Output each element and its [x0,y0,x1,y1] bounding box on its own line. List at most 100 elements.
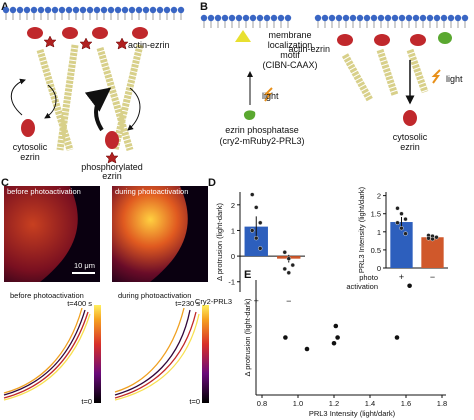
panel-label: E [244,269,251,281]
lipid-head [128,6,136,14]
panel-label: B [200,1,208,13]
data-point [254,235,259,241]
x-tick-label: 1.8 [437,399,447,408]
lipid-head [51,6,59,14]
row-label: Cry2-PRL3 [195,297,232,306]
data-point [258,220,263,225]
label: ezrin [102,171,122,181]
lipid-head [377,14,385,22]
arrow [11,78,26,116]
lipid-head [405,14,413,22]
label: actin-ezrin [128,40,170,50]
lipid-head [419,14,427,22]
lipid-head [9,6,17,14]
x-tick-label: 0.8 [257,399,267,408]
x-axis-label: PRL3 Intensity (light/dark) [309,409,396,418]
actin-filament [36,44,144,152]
image-label: during photoactivation [115,187,188,196]
lipid-head [447,14,455,22]
data-point [282,266,287,272]
data-point [395,206,400,211]
category-label: − [430,272,435,282]
lipid-head [170,6,178,14]
micrograph-background [150,186,208,282]
edge-traces [3,307,200,401]
panel-label: C [1,177,9,189]
label: phosphorylated [81,162,143,172]
lipid-head [72,6,80,14]
lipid-head [433,14,441,22]
lipid-head [426,14,434,22]
label: cytosolic [13,142,48,152]
lipid-head [65,6,73,14]
x-tick-label: 1.6 [401,399,411,408]
lipid-head [149,6,157,14]
data-point [250,192,255,197]
lipid-head [30,6,38,14]
scatter-point [304,346,310,352]
cry2 [438,32,452,44]
lipid-head [391,14,399,22]
data-point [254,205,259,210]
data-point [403,231,408,236]
label: cytosolic [393,132,428,142]
lipid-head [207,14,215,22]
lipid-head [384,14,392,22]
data-point [434,235,439,240]
lipid-head [214,14,222,22]
trace-label: before photoactivation [10,291,84,300]
scale-label: 10 μm [74,261,95,270]
light-bolt [431,69,441,84]
data-point [282,250,287,255]
lipid-head [321,14,329,22]
lipid-head [23,6,31,14]
label: motif [280,50,300,60]
y-tick-label: 1 [231,226,235,235]
data-point [290,262,295,268]
bar [421,237,444,268]
lipid-head [398,14,406,22]
label: ezrin [400,142,420,152]
lipid-head [228,14,236,22]
arrow [44,84,57,119]
lipid-head [86,6,94,14]
light-bolt [263,87,273,102]
y-tick-label: 1 [377,228,381,237]
lipid-head [163,6,171,14]
lipid-head [44,6,52,14]
row-label: photo [359,273,378,282]
lipid-head [114,6,122,14]
cibn [235,30,251,42]
data-point [286,270,291,275]
row-label: activation [346,282,378,291]
lipid-head [235,14,243,22]
lipid-head [342,14,350,22]
lipid-head [454,14,462,22]
lipid-head [93,6,101,14]
x-tick-label: 1.2 [329,399,339,408]
data-point [395,220,400,225]
y-tick-label: 1.5 [371,210,381,219]
y-axis-label: Δ protrusion (light-dark) [215,203,224,281]
x-tick-label: 1.0 [293,399,303,408]
x-tick-label: 1.4 [365,399,375,408]
y-tick-label: 2 [231,201,235,210]
panel-label: D [208,177,216,189]
y-tick-label: 0.5 [371,246,381,255]
label: light [446,74,463,84]
lipid-head [16,6,24,14]
lipid-head [263,14,271,22]
label: ezrin phosphatase [225,125,299,135]
colorbar-label: t=400 s [67,299,92,308]
y-tick-label: 2 [377,192,381,201]
colorbar-label: t=0 [81,397,92,406]
data-point [430,236,435,242]
illustrations [3,27,452,403]
trace-label: during photoactivation [118,291,191,300]
lipid-head [242,14,250,22]
lipid-head [440,14,448,22]
lipid-head [135,6,143,14]
lipid-head [177,6,185,14]
